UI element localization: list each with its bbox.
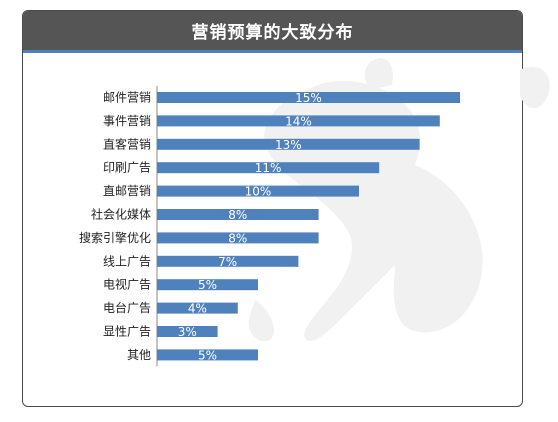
bar — [157, 92, 460, 103]
chart-title: 营销预算的大致分布 — [191, 23, 354, 43]
category-label: 直客营销 — [103, 136, 151, 151]
chart-title-bar: 营销预算的大致分布 — [23, 11, 522, 53]
category-label: 直邮营销 — [103, 184, 151, 198]
bar — [157, 326, 218, 337]
bar-value-label: 14% — [285, 114, 312, 128]
category-label: 社会化媒体 — [91, 207, 151, 222]
category-label: 电台广告 — [103, 300, 151, 315]
category-label: 显性广告 — [103, 325, 151, 339]
bar-value-label: 15% — [295, 91, 322, 105]
bar-value-label: 5% — [198, 348, 217, 362]
bar — [157, 138, 420, 150]
bar — [157, 302, 238, 314]
bar-value-label: 10% — [245, 185, 272, 199]
bar-value-label: 5% — [198, 278, 217, 292]
bar — [157, 162, 380, 174]
bar — [157, 349, 258, 361]
category-label: 搜索引擎优化 — [79, 230, 151, 245]
category-label: 邮件营销 — [103, 91, 151, 105]
category-label: 电视广告 — [103, 277, 151, 292]
category-label: 线上广告 — [103, 254, 151, 268]
bar — [157, 209, 319, 220]
bar-value-label: 11% — [255, 161, 282, 175]
bar-value-label: 8% — [228, 208, 247, 222]
bar — [157, 115, 440, 127]
bar-value-label: 8% — [228, 231, 247, 245]
bar-value-label: 3% — [178, 325, 197, 339]
category-label: 事件营销 — [103, 114, 151, 128]
bar — [157, 185, 359, 197]
bar — [157, 232, 319, 244]
bar — [157, 255, 299, 267]
bar-value-label: 7% — [218, 255, 237, 269]
category-label: 印刷广告 — [103, 161, 151, 175]
category-label: 其他 — [127, 348, 151, 362]
bar-value-label: 13% — [275, 138, 302, 152]
bar-value-label: 4% — [188, 302, 207, 316]
bar — [157, 279, 258, 291]
